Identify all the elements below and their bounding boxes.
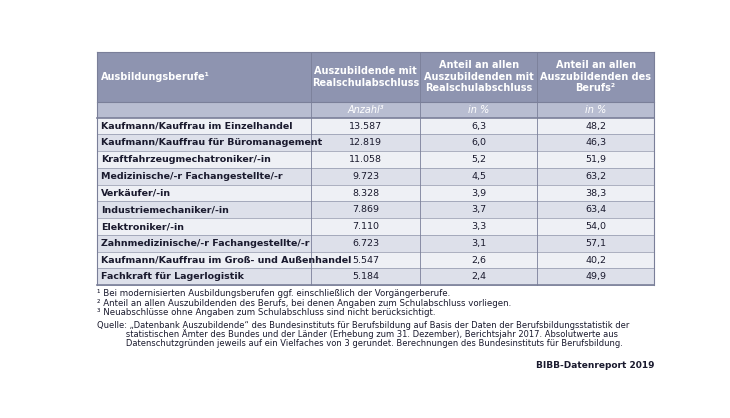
Bar: [97, 185, 654, 201]
Bar: [97, 118, 654, 135]
Text: Kaufmann/Kauffrau im Einzelhandel: Kaufmann/Kauffrau im Einzelhandel: [101, 122, 293, 130]
Text: 40,2: 40,2: [585, 255, 606, 265]
Text: 3,1: 3,1: [471, 239, 486, 248]
Text: 48,2: 48,2: [585, 122, 606, 130]
Text: 12.819: 12.819: [349, 138, 383, 148]
Text: Datenschutzgründen jeweils auf ein Vielfaches von 3 gerundet. Berechnungen des B: Datenschutzgründen jeweils auf ein Vielf…: [97, 339, 623, 347]
Text: BIBB-Datenreport 2019: BIBB-Datenreport 2019: [536, 362, 654, 370]
Text: Anteil an allen
Auszubildenden des
Berufs²: Anteil an allen Auszubildenden des Beruf…: [540, 60, 651, 93]
Text: ¹ Bei modernisierten Ausbildungsberufen ggf. einschließlich der Vorgängerberufe.: ¹ Bei modernisierten Ausbildungsberufen …: [97, 289, 450, 298]
Text: Kraftfahrzeugmechatroniker/-in: Kraftfahrzeugmechatroniker/-in: [101, 155, 272, 164]
Text: 3,9: 3,9: [471, 189, 486, 198]
Text: Kaufmann/Kauffrau für Büromanagement: Kaufmann/Kauffrau für Büromanagement: [101, 138, 323, 148]
Bar: [97, 268, 654, 285]
Text: Zahnmedizinische/-r Fachangestellte/-r: Zahnmedizinische/-r Fachangestellte/-r: [101, 239, 310, 248]
Text: Elektroniker/-in: Elektroniker/-in: [101, 222, 185, 231]
Text: 63,2: 63,2: [585, 172, 606, 181]
Text: 11.058: 11.058: [349, 155, 383, 164]
Text: 57,1: 57,1: [585, 239, 606, 248]
Text: 6.723: 6.723: [352, 239, 380, 248]
Text: 8.328: 8.328: [352, 189, 380, 198]
Text: 2,6: 2,6: [471, 255, 486, 265]
Text: 49,9: 49,9: [585, 272, 606, 281]
Text: Verkäufer/-in: Verkäufer/-in: [101, 189, 172, 198]
Text: 4,5: 4,5: [471, 172, 486, 181]
Text: 6,0: 6,0: [471, 138, 486, 148]
Text: Medizinische/-r Fachangestellte/-r: Medizinische/-r Fachangestellte/-r: [101, 172, 283, 181]
Text: Anzahl³: Anzahl³: [347, 104, 384, 115]
Text: 5,2: 5,2: [471, 155, 486, 164]
Bar: [97, 218, 654, 235]
Text: 3,7: 3,7: [471, 205, 486, 214]
Text: Ausbildungsberufe¹: Ausbildungsberufe¹: [101, 72, 210, 82]
Text: ² Anteil an allen Auszubildenden des Berufs, bei denen Angaben zum Schulabschlus: ² Anteil an allen Auszubildenden des Ber…: [97, 298, 511, 308]
Text: Kaufmann/Kauffrau im Groß- und Außenhandel: Kaufmann/Kauffrau im Groß- und Außenhand…: [101, 255, 352, 265]
Text: Quelle: „Datenbank Auszubildende“ des Bundesinstituts für Berufsbildung auf Basi: Quelle: „Datenbank Auszubildende“ des Bu…: [97, 321, 629, 329]
Text: Fachkraft für Lagerlogistik: Fachkraft für Lagerlogistik: [101, 272, 245, 281]
Text: Auszubildende mit
Realschulabschluss: Auszubildende mit Realschulabschluss: [312, 66, 420, 87]
Text: 7.110: 7.110: [353, 222, 380, 231]
Text: 6,3: 6,3: [471, 122, 486, 130]
Text: 2,4: 2,4: [471, 272, 486, 281]
Text: Anteil an allen
Auszubildenden mit
Realschulabschluss: Anteil an allen Auszubildenden mit Reals…: [423, 60, 534, 93]
Bar: [97, 151, 654, 168]
Text: 63,4: 63,4: [585, 205, 606, 214]
Bar: [97, 201, 654, 218]
Text: in %: in %: [585, 104, 607, 115]
Text: 38,3: 38,3: [585, 189, 607, 198]
Text: 54,0: 54,0: [585, 222, 606, 231]
Text: in %: in %: [468, 104, 489, 115]
Bar: [97, 235, 654, 252]
Text: 7.869: 7.869: [353, 205, 380, 214]
Text: 51,9: 51,9: [585, 155, 606, 164]
Text: ³ Neuabschlüsse ohne Angaben zum Schulabschluss sind nicht berücksichtigt.: ³ Neuabschlüsse ohne Angaben zum Schulab…: [97, 308, 435, 317]
Text: 5.547: 5.547: [353, 255, 380, 265]
Text: 3,3: 3,3: [471, 222, 486, 231]
Text: 5.184: 5.184: [353, 272, 380, 281]
Text: Industriemechaniker/-in: Industriemechaniker/-in: [101, 205, 229, 214]
Text: statistischen Ämter des Bundes und der Länder (Erhebung zum 31. Dezember), Beric: statistischen Ämter des Bundes und der L…: [97, 329, 618, 339]
Bar: [97, 168, 654, 185]
Text: 9.723: 9.723: [352, 172, 380, 181]
Bar: [97, 252, 654, 268]
Bar: [97, 102, 654, 118]
Text: 46,3: 46,3: [585, 138, 606, 148]
Bar: [97, 135, 654, 151]
Text: 13.587: 13.587: [349, 122, 383, 130]
